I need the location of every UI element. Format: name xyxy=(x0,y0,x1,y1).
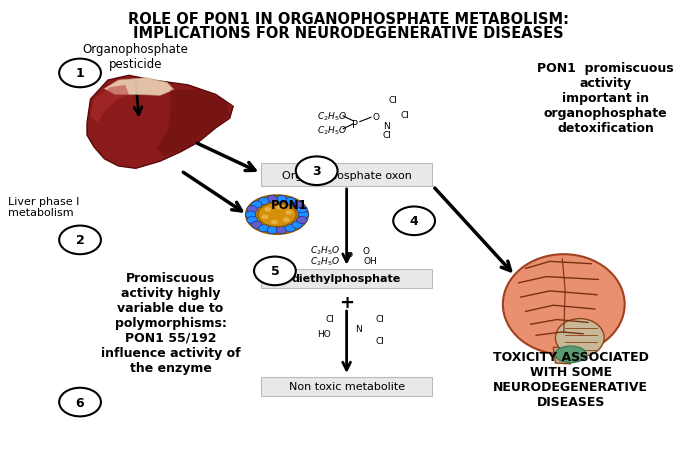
Circle shape xyxy=(298,211,309,218)
Circle shape xyxy=(251,201,262,208)
Ellipse shape xyxy=(555,319,604,357)
Text: Cl: Cl xyxy=(383,131,392,140)
Text: diethylphosphate: diethylphosphate xyxy=(292,274,401,283)
Circle shape xyxy=(296,157,338,186)
Circle shape xyxy=(246,211,256,218)
Text: Cl: Cl xyxy=(376,315,385,323)
Text: Organophosphate oxon: Organophosphate oxon xyxy=(282,170,411,180)
Polygon shape xyxy=(90,86,129,124)
FancyBboxPatch shape xyxy=(261,377,432,396)
Ellipse shape xyxy=(555,347,586,363)
Text: Cl: Cl xyxy=(400,111,409,119)
Circle shape xyxy=(292,222,303,229)
Circle shape xyxy=(59,226,101,255)
Circle shape xyxy=(267,196,278,203)
Circle shape xyxy=(258,225,269,232)
Circle shape xyxy=(276,205,283,210)
Circle shape xyxy=(283,218,290,223)
Text: $C_2H_5O$: $C_2H_5O$ xyxy=(310,244,340,256)
Circle shape xyxy=(267,227,278,234)
FancyBboxPatch shape xyxy=(261,164,432,187)
Polygon shape xyxy=(553,347,571,364)
Circle shape xyxy=(292,201,303,208)
Circle shape xyxy=(285,198,296,205)
Circle shape xyxy=(247,217,258,224)
Text: Cl: Cl xyxy=(388,96,397,104)
Text: 3: 3 xyxy=(313,165,321,178)
Circle shape xyxy=(251,222,262,229)
Circle shape xyxy=(258,198,269,205)
Ellipse shape xyxy=(246,196,308,235)
Text: 1: 1 xyxy=(76,67,84,80)
Text: $C_2H_5O$: $C_2H_5O$ xyxy=(317,125,347,137)
Polygon shape xyxy=(104,79,174,96)
Text: Liver phase I
metabolism: Liver phase I metabolism xyxy=(8,196,80,218)
Circle shape xyxy=(296,217,307,224)
Circle shape xyxy=(247,206,258,213)
Text: 6: 6 xyxy=(76,396,84,409)
Text: +: + xyxy=(339,293,354,311)
Text: HO: HO xyxy=(317,330,331,338)
Text: PON1  promiscuous
activity
important in
organophosphate
detoxification: PON1 promiscuous activity important in o… xyxy=(537,62,674,135)
Text: Non toxic metabolite: Non toxic metabolite xyxy=(289,382,404,391)
Circle shape xyxy=(271,220,278,225)
Text: Cl: Cl xyxy=(326,315,335,323)
Text: $\mathregular{O}$: $\mathregular{O}$ xyxy=(372,111,381,122)
Text: OH: OH xyxy=(363,257,377,265)
Text: $\mathregular{P}$: $\mathregular{P}$ xyxy=(351,118,358,130)
Text: $C_2H_5O$: $C_2H_5O$ xyxy=(317,110,347,123)
Circle shape xyxy=(276,196,287,203)
Circle shape xyxy=(254,257,296,286)
Text: TOXICITY ASSOCIATED
WITH SOME
NEURODEGENERATIVE
DISEASES: TOXICITY ASSOCIATED WITH SOME NEURODEGEN… xyxy=(493,350,649,408)
Text: 4: 4 xyxy=(410,215,418,228)
Circle shape xyxy=(296,206,307,213)
Text: $C_2H_5O$: $C_2H_5O$ xyxy=(310,255,340,267)
Text: N: N xyxy=(383,122,390,130)
Text: PON1: PON1 xyxy=(271,198,307,211)
Text: Promiscuous
activity highly
variable due to
polymorphisms:
PON1 55/192
influence: Promiscuous activity highly variable due… xyxy=(101,271,240,374)
Polygon shape xyxy=(157,90,230,157)
Text: 2: 2 xyxy=(76,234,84,247)
Text: $\mathregular{P}$: $\mathregular{P}$ xyxy=(346,249,353,262)
Polygon shape xyxy=(87,76,233,169)
Text: 5: 5 xyxy=(271,265,279,278)
Circle shape xyxy=(264,208,271,212)
Circle shape xyxy=(285,225,296,232)
Text: IMPLICATIONS FOR NEURODEGENERATIVE DISEASES: IMPLICATIONS FOR NEURODEGENERATIVE DISEA… xyxy=(133,26,563,41)
Circle shape xyxy=(285,210,292,215)
Circle shape xyxy=(262,215,269,220)
FancyBboxPatch shape xyxy=(261,269,432,288)
Circle shape xyxy=(276,227,287,234)
Text: $\mathregular{O}$: $\mathregular{O}$ xyxy=(362,244,370,256)
Circle shape xyxy=(59,388,101,416)
Circle shape xyxy=(393,207,435,236)
Text: N: N xyxy=(355,324,362,333)
Circle shape xyxy=(59,60,101,88)
Text: Organophosphate
pesticide: Organophosphate pesticide xyxy=(83,43,189,71)
Text: ROLE OF PON1 IN ORGANOPHOSPHATE METABOLISM:: ROLE OF PON1 IN ORGANOPHOSPHATE METABOLI… xyxy=(127,12,569,27)
Ellipse shape xyxy=(258,203,296,227)
Text: Cl: Cl xyxy=(376,336,385,345)
Ellipse shape xyxy=(503,255,625,355)
